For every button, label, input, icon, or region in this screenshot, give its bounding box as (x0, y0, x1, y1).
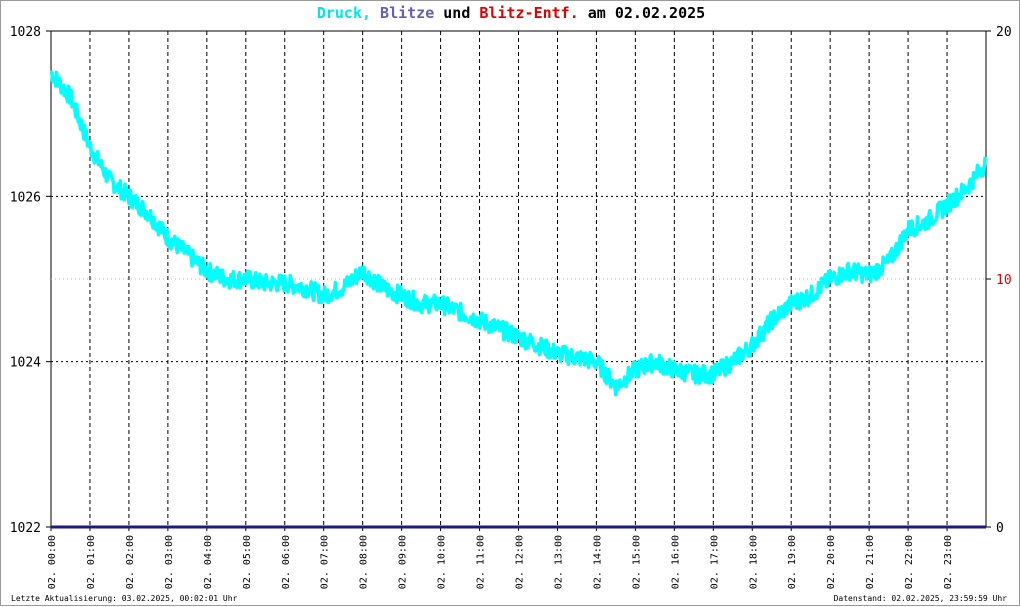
x-tick-label: 02. 03:00 (164, 535, 175, 589)
x-tick-label: 02. 15:00 (631, 535, 642, 589)
x-tick-label: 02. 14:00 (592, 535, 603, 589)
y-right-tick-label: 20 (996, 25, 1012, 40)
footer-data-status: Datenstand: 02.02.2025, 23:59:59 Uhr (833, 594, 1007, 603)
title-druck: Druck, (316, 4, 372, 22)
title-blitz-entf: Blitz-Entf. (479, 4, 579, 22)
y-right-tick-label: 10 (996, 273, 1012, 288)
y-left-tick-label: 1028 (10, 25, 41, 40)
y-left-tick-label: 1022 (10, 521, 41, 536)
x-tick-label: 02. 04:00 (203, 535, 214, 589)
title-und: und (443, 4, 471, 22)
x-tick-label: 02. 07:00 (320, 535, 331, 589)
x-tick-label: 02. 12:00 (515, 535, 526, 589)
x-tick-label: 02. 18:00 (748, 535, 759, 589)
y-right-tick-label: 0 (996, 521, 1004, 536)
y-left-tick-label: 1024 (10, 356, 41, 371)
x-tick-label: 02. 00:00 (47, 535, 58, 589)
x-tick-label: 02. 17:00 (709, 535, 720, 589)
y-left-tick-label: 1026 (10, 190, 41, 205)
x-tick-label: 02. 09:00 (398, 535, 409, 589)
x-tick-label: 02. 19:00 (787, 535, 798, 589)
x-tick-label: 02. 22:00 (904, 535, 915, 589)
x-tick-label: 02. 11:00 (476, 535, 487, 589)
footer-last-update: Letzte Aktualisierung: 03.02.2025, 00:02… (11, 594, 238, 603)
x-tick-label: 02. 20:00 (826, 535, 837, 589)
x-tick-label: 02. 06:00 (281, 535, 292, 589)
x-tick-label: 02. 01:00 (86, 535, 97, 589)
x-tick-label: 02. 16:00 (670, 535, 681, 589)
x-tick-label: 02. 02:00 (125, 535, 136, 589)
series-druck-line (50, 70, 987, 397)
title-date: am 02.02.2025 (587, 4, 706, 22)
x-tick-label: 02. 08:00 (359, 535, 370, 589)
x-tick-label: 02. 23:00 (943, 535, 954, 589)
x-tick-label: 02. 05:00 (242, 535, 253, 589)
x-tick-label: 02. 13:00 (553, 535, 564, 589)
title-blitze: Blitze (380, 4, 435, 22)
x-tick-label: 02. 10:00 (437, 535, 448, 589)
x-tick-label: 02. 21:00 (865, 535, 876, 589)
chart-title: Druck, Blitze und Blitz-Entf. am 02.02.2… (1, 4, 1020, 22)
